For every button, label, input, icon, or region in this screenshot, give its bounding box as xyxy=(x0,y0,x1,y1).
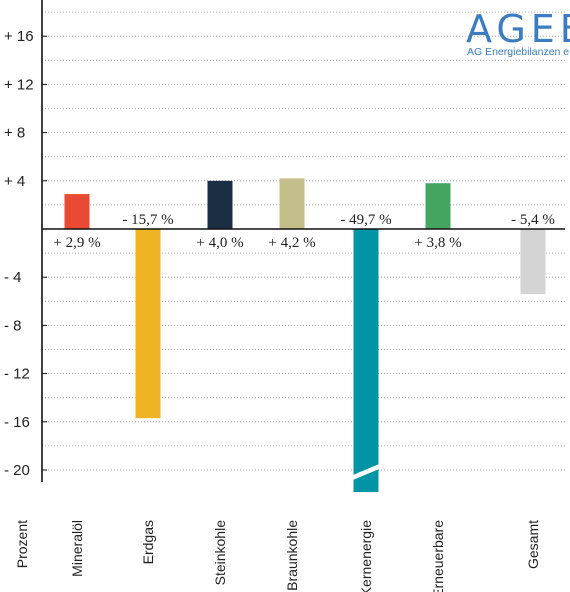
y-tick-label: - 8 xyxy=(4,317,22,334)
y-tick-label: + 8 xyxy=(4,125,25,142)
axis-break-mark xyxy=(350,463,382,482)
logo-name: AGEB xyxy=(466,7,570,51)
bar-erdgas xyxy=(135,229,161,419)
y-tick-label: + 4 xyxy=(4,173,25,190)
data-label: + 4,2 % xyxy=(268,235,315,251)
ageb-logo: AGEB AG Energiebilanzen e.V. xyxy=(466,7,570,58)
category-label: Steinkohle xyxy=(212,520,228,586)
y-axis-title: Prozent xyxy=(14,520,30,568)
y-tick-label: - 20 xyxy=(4,462,30,479)
bar-kernenergie xyxy=(353,229,379,493)
gridlines xyxy=(42,11,565,471)
data-label: - 15,7 % xyxy=(122,212,173,228)
data-label: - 5,4 % xyxy=(511,212,555,228)
data-labels: + 2,9 % - 15,7 % + 4,0 % + 4,2 % - 49,7 % + 3… xyxy=(53,212,554,251)
bar-erneuerbare xyxy=(425,183,451,229)
data-label: - 49,7 % xyxy=(340,212,391,228)
bars xyxy=(64,178,546,493)
bar-gesamt xyxy=(520,229,546,295)
category-label: Erneuerbare xyxy=(430,520,446,592)
y-tick-label: - 16 xyxy=(4,414,30,431)
logo-subtitle: AG Energiebilanzen e.V. xyxy=(467,46,570,58)
data-label: + 4,0 % xyxy=(196,235,243,251)
bar-braunkohle xyxy=(279,178,305,229)
y-tick-label: + 12 xyxy=(4,76,34,93)
y-axis-ticks: + 16 + 12 + 8 + 4 - 4 - 8 - 12 - 16 - 20 xyxy=(4,28,47,479)
bar-mineralöl xyxy=(64,194,90,229)
category-label: Kernenergie xyxy=(358,520,374,592)
y-tick-label: - 4 xyxy=(4,269,22,286)
y-tick-label: + 16 xyxy=(4,28,34,45)
data-label: + 3,8 % xyxy=(414,235,461,251)
category-labels: Mineralöl Erdgas Steinkohle Braunkohle Kerne… xyxy=(69,520,541,592)
bar-steinkohle xyxy=(207,180,233,229)
category-label: Braunkohle xyxy=(284,520,300,591)
category-label: Mineralöl xyxy=(69,520,85,577)
category-label: Erdgas xyxy=(140,520,156,564)
y-tick-label: - 12 xyxy=(4,366,30,383)
category-label: Gesamt xyxy=(525,520,541,569)
data-label: + 2,9 % xyxy=(53,235,100,251)
